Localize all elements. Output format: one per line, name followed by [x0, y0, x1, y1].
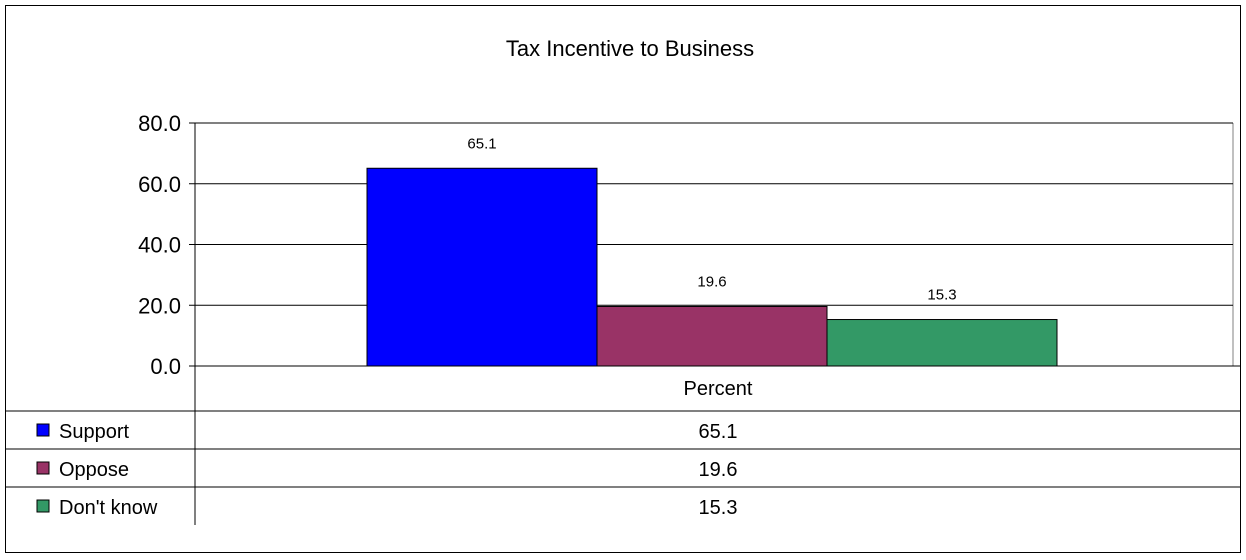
- table-cell: 19.6: [699, 459, 738, 481]
- legend-label: Oppose: [59, 459, 129, 481]
- y-tick-label: 0.0: [150, 354, 181, 379]
- chart-title: Tax Incentive to Business: [506, 36, 754, 61]
- table-cell: 65.1: [699, 421, 738, 443]
- bar-oppose: [596, 305, 828, 367]
- legend-key: [36, 423, 50, 437]
- table-cell: 15.3: [699, 497, 738, 519]
- category-label: Percent: [684, 378, 753, 400]
- legend-key: [36, 461, 50, 475]
- legend-label: Don't know: [59, 497, 158, 519]
- axis-layer: 0.0 20.0 40.0 60.0 80.0: [138, 111, 196, 379]
- data-label: 65.1: [467, 135, 496, 152]
- data-table: Percent Support 65.1 Oppose 19.6 Don't know 15…: [5, 365, 1241, 525]
- data-label: 15.3: [927, 287, 956, 304]
- chart-frame: [5, 5, 1241, 553]
- data-label: 19.6: [697, 273, 726, 290]
- bar-support: [366, 167, 598, 367]
- y-tick-label: 80.0: [138, 111, 181, 136]
- y-tick-label: 40.0: [138, 233, 181, 258]
- bar-don-t-know: [826, 319, 1058, 367]
- legend-key: [36, 499, 50, 513]
- legend-label: Support: [59, 421, 129, 443]
- y-tick-label: 20.0: [138, 293, 181, 318]
- bar-layer: 65.1 19.6 15.3: [366, 135, 1058, 367]
- y-tick-label: 60.0: [138, 172, 181, 197]
